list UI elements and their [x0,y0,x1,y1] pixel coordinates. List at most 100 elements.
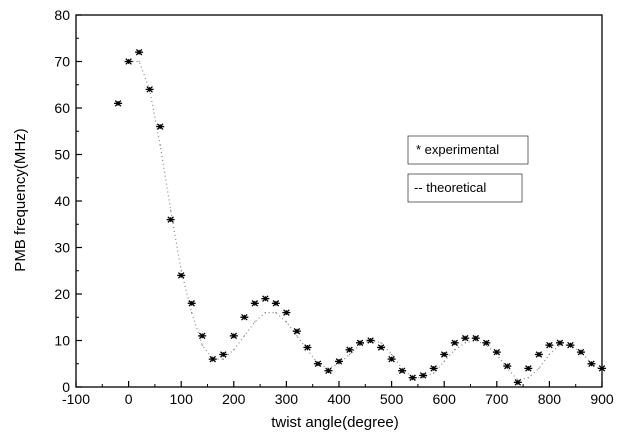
y-axis-label: PMB frequency(MHz) [12,128,29,271]
theoretical-point [233,349,235,351]
experimental-point [398,367,407,374]
experimental-point [250,300,259,307]
y-tick-label: 0 [62,379,70,395]
x-tick-label: 100 [170,391,194,407]
y-tick-label: 20 [54,286,70,302]
theoretical-curve [128,60,603,381]
y-tick-label: 60 [54,100,70,116]
theoretical-point [222,358,224,360]
theoretical-point [285,321,287,323]
experimental-point [366,337,375,344]
experimental-point [482,339,491,347]
theoretical-point [391,353,393,356]
legend-box-theoretical [407,173,523,203]
y-axis-ticks: 0 10 20 30 40 50 60 70 80 [54,7,82,395]
theoretical-point [180,270,182,272]
experimental-point [345,346,354,354]
experimental-point [377,344,386,351]
experimental-point [187,300,196,307]
theoretical-point [296,335,298,337]
y-tick-label: 70 [54,54,70,70]
experimental-point [419,372,428,379]
experimental-point [219,351,228,358]
experimental-point [555,339,564,347]
experimental-point [156,123,165,130]
experimental-point [587,360,596,368]
experimental-point [240,313,249,321]
theoretical-point [538,367,540,369]
experimental-point [303,344,312,351]
legend-label-experimental: * experimental [416,142,499,157]
x-tick-label: 700 [485,391,509,407]
theoretical-point [443,360,445,363]
x-tick-label: 200 [222,391,246,407]
theoretical-point [159,144,161,146]
y-tick-label: 30 [54,240,70,256]
experimental-point [429,365,438,372]
experimental-point [177,272,186,279]
legend-label-theoretical: -- theoretical [414,180,486,195]
experimental-point [387,355,396,363]
x-tick-label: -100 [62,391,90,407]
experimental-point [566,341,575,349]
theoretical-point [275,312,277,314]
theoretical-point [464,342,466,344]
y-tick-label: 50 [54,147,70,163]
theoretical-point [170,209,172,211]
plot-area-border [75,14,603,388]
y-tick-label: 10 [54,333,70,349]
experimental-point [208,355,217,363]
experimental-point [198,332,207,340]
experimental-point [124,58,133,65]
y-tick-label: 80 [54,7,70,23]
x-tick-label: 400 [327,391,351,407]
experimental-point [524,365,533,372]
experimental-point [292,327,301,335]
experimental-point [145,86,154,93]
x-axis-label: twist angle(degree) [271,414,399,431]
theoretical-point [433,372,435,374]
theoretical-point [138,60,140,63]
theoretical-point [201,344,203,346]
x-tick-label: 600 [433,391,457,407]
experimental-point [356,339,365,347]
experimental-point [324,367,333,374]
theoretical-point [243,335,245,337]
x-axis-ticks: -100 0 100 200 300 400 500 600 700 800 900 [62,381,614,407]
experimental-point [545,341,554,349]
x-tick-label: 800 [538,391,562,407]
theoretical-point [527,377,529,379]
legend-box-experimental [407,135,529,165]
experimental-point [135,48,144,56]
legend: * experimental -- theoretical [407,135,529,203]
experimental-point [408,374,417,381]
theoretical-point [348,353,351,356]
theoretical-point [264,312,266,314]
experimental-point [471,334,480,342]
experimental-point [271,300,280,307]
theoretical-series [128,60,603,381]
experimental-point [335,358,343,365]
experimental-point [440,351,449,358]
experimental-point [461,334,470,342]
experimental-point [282,309,291,316]
theoretical-point [548,353,551,356]
x-tick-label: 300 [275,391,299,407]
x-tick-label: 0 [125,391,133,407]
theoretical-point [254,321,256,323]
experimental-point [166,216,175,223]
x-tick-label: 900 [590,391,614,407]
experimental-point [261,295,270,302]
theoretical-point [454,349,456,351]
theoretical-point [191,312,193,314]
experimental-point [492,348,501,356]
plot-frame [75,14,603,388]
x-tick-label: 500 [380,391,404,407]
experimental-point [576,348,585,356]
experimental-point [229,332,238,340]
y-tick-label: 40 [54,193,70,209]
experimental-point [114,100,123,107]
experimental-point [503,362,512,370]
experimental-series [114,48,606,386]
